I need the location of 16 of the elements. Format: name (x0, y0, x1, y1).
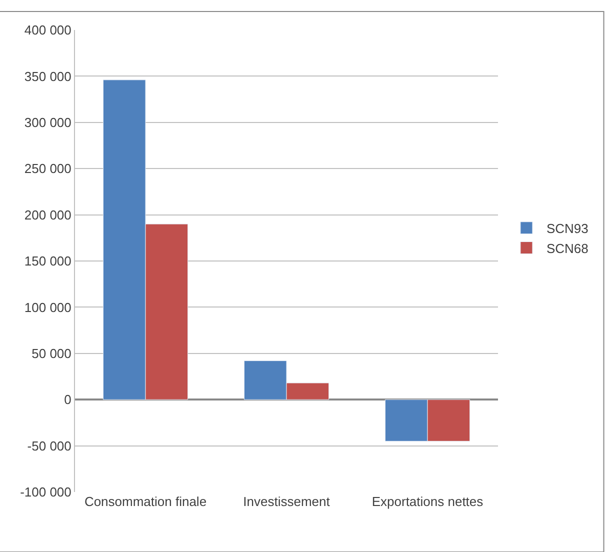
y-tick-label: 0 (64, 392, 72, 408)
y-tick-label: 100 000 (24, 300, 72, 315)
y-tick-label: 150 000 (24, 254, 72, 269)
x-tick-label: Consommation finale (84, 494, 207, 509)
y-tick-label: 50 000 (32, 346, 72, 361)
y-tick-label: 350 000 (24, 68, 72, 84)
y-tick-label: -100 000 (20, 484, 72, 500)
y-tick-label: 300 000 (24, 114, 72, 130)
y-tick-label: -50 000 (27, 438, 72, 454)
y-tick-label: 250 000 (24, 161, 72, 176)
x-tick-label: Investissement (243, 494, 330, 509)
y-tick-label: 200 000 (24, 207, 72, 222)
legend-label: SCN68 (546, 240, 588, 256)
x-tick-label: Exportations nettes (372, 494, 484, 509)
legend-label: SCN93 (546, 220, 588, 236)
y-tick-label: 400 000 (24, 22, 72, 38)
